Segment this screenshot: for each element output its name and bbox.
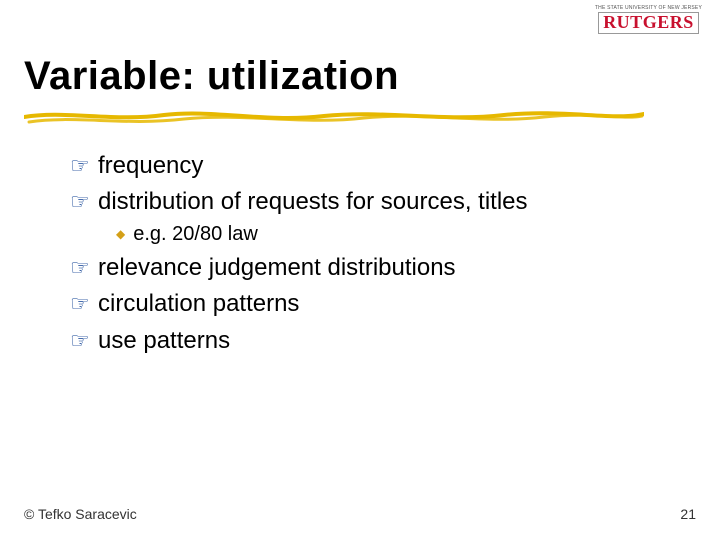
bullet-list: ☞ frequency ☞ distribution of requests f…: [70, 150, 680, 361]
hand-icon: ☞: [70, 155, 92, 177]
title-block: Variable: utilization: [24, 54, 696, 99]
sublist-item-text: e.g. 20/80 law: [133, 223, 258, 246]
hand-icon: ☞: [70, 330, 92, 352]
diamond-icon: ◆: [116, 228, 125, 240]
rutgers-logo: THE STATE UNIVERSITY OF NEW JERSEY RUTGE…: [595, 6, 702, 34]
list-item: ☞ circulation patterns: [70, 288, 680, 320]
footer-page-number: 21: [680, 506, 696, 522]
list-item: ☞ use patterns: [70, 325, 680, 357]
list-item-text: distribution of requests for sources, ti…: [98, 186, 528, 218]
list-item-text: relevance judgement distributions: [98, 252, 456, 284]
sublist-item: ◆ e.g. 20/80 law: [116, 223, 680, 246]
list-item-text: circulation patterns: [98, 288, 299, 320]
hand-icon: ☞: [70, 257, 92, 279]
list-item: ☞ frequency: [70, 150, 680, 182]
title-underline: [24, 108, 644, 126]
logo-topline: THE STATE UNIVERSITY OF NEW JERSEY: [595, 6, 702, 11]
slide-title: Variable: utilization: [24, 54, 696, 99]
hand-icon: ☞: [70, 293, 92, 315]
list-item: ☞ relevance judgement distributions: [70, 252, 680, 284]
hand-icon: ☞: [70, 191, 92, 213]
list-item-text: use patterns: [98, 325, 230, 357]
logo-name: RUTGERS: [598, 12, 699, 34]
list-item-text: frequency: [98, 150, 203, 182]
footer-author: © Tefko Saracevic: [24, 506, 137, 522]
list-item: ☞ distribution of requests for sources, …: [70, 186, 680, 218]
